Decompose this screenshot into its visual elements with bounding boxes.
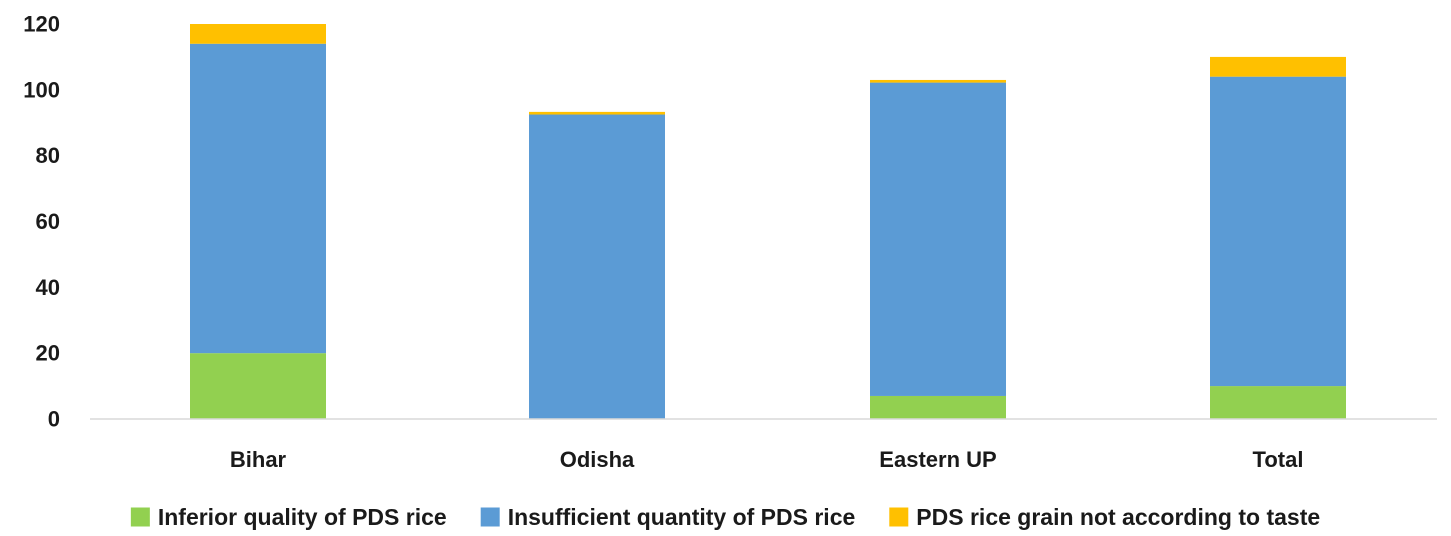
legend-item-1: Inferior quality of PDS rice [130,504,447,530]
legend-item-3: PDS rice grain not according to taste [889,504,1320,530]
bar-odisha-series-3 [529,111,665,115]
bar-odisha-series-2 [529,114,665,419]
bar-total-series-2 [1210,76,1346,387]
x-tick-label-total: Total [1253,447,1304,472]
bar-total-series-1 [1210,386,1346,419]
y-tick-label-100: 100 [23,77,60,102]
bar-eastern-up-series-2 [870,82,1006,396]
bar-eastern-up-series-3 [870,79,1006,83]
legend-swatch-3 [889,507,909,527]
legend-swatch-1 [130,507,150,527]
legend-label-1: Inferior quality of PDS rice [158,504,447,530]
x-tick-label-bihar: Bihar [230,447,287,472]
bar-bihar-series-2 [190,43,326,354]
y-tick-label-80: 80 [36,143,60,168]
x-tick-label-eastern-up: Eastern UP [879,447,996,472]
y-tick-label-0: 0 [48,407,60,432]
bar-bihar-series-3 [190,24,326,44]
legend-item-2: Insufficient quantity of PDS rice [480,504,856,530]
y-axis-ticks: 0 20 40 60 80 100 120 [23,12,60,432]
bar-total-series-3 [1210,56,1346,77]
y-tick-label-20: 20 [36,341,60,366]
category-labels: Bihar Odisha Eastern UP Total [230,447,1304,472]
legend-label-2: Insufficient quantity of PDS rice [508,504,856,530]
legend: Inferior quality of PDS rice Insufficient… [130,504,1320,530]
bars [190,24,1346,419]
y-tick-label-120: 120 [23,12,60,37]
bar-bihar-series-1 [190,353,326,419]
legend-swatch-2 [480,507,500,527]
bar-eastern-up-series-1 [870,395,1006,419]
y-tick-label-60: 60 [36,209,60,234]
y-tick-label-40: 40 [36,275,60,300]
legend-label-3: PDS rice grain not according to taste [916,504,1320,530]
x-tick-label-odisha: Odisha [560,447,635,472]
